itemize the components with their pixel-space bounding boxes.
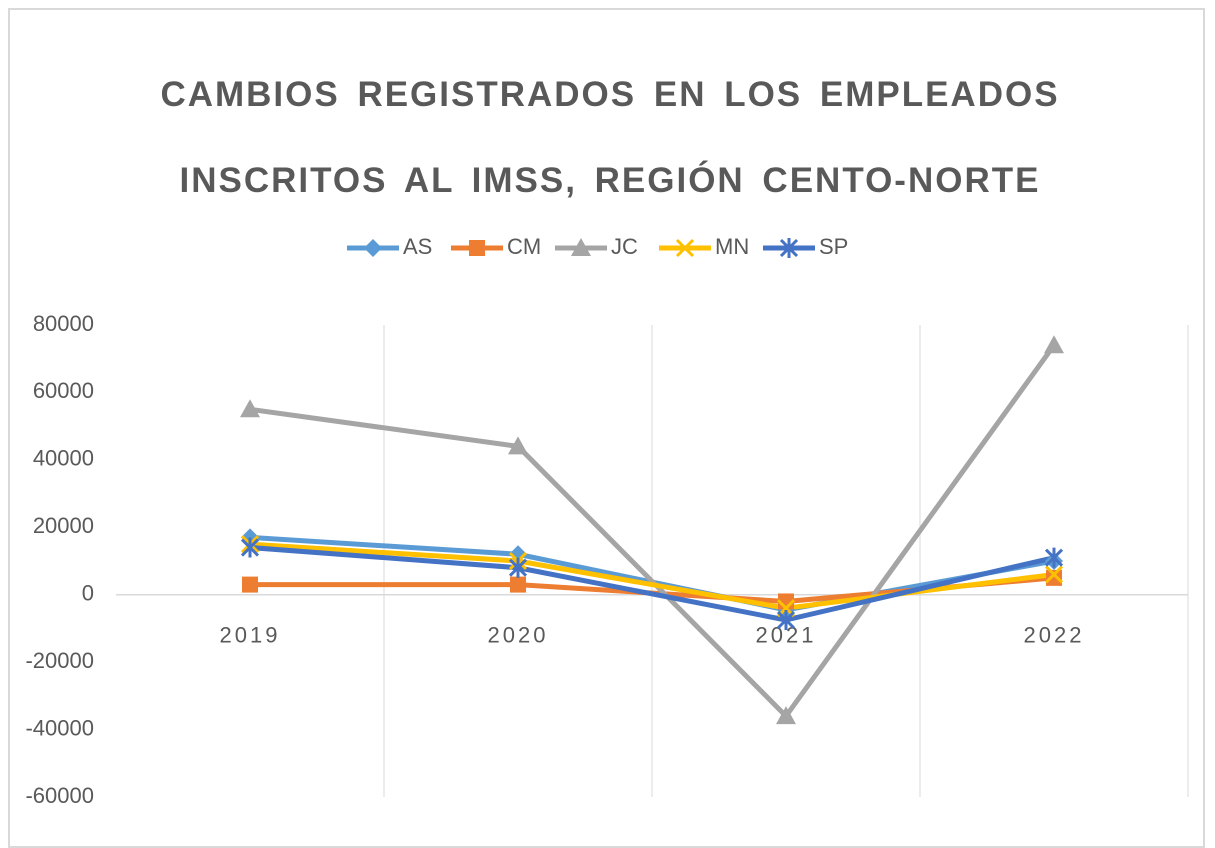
y-tick-label: 20000	[33, 513, 94, 538]
marker	[1044, 335, 1064, 354]
legend-label: MN	[715, 234, 749, 259]
legend-label: SP	[819, 234, 848, 259]
legend-label: CM	[507, 234, 541, 259]
marker	[571, 238, 591, 256]
marker	[776, 706, 796, 725]
marker	[1044, 547, 1064, 568]
y-tick-label: -40000	[25, 715, 94, 740]
marker	[779, 238, 799, 258]
y-tick-label: 80000	[33, 311, 94, 336]
y-tick-label: -20000	[25, 648, 94, 673]
x-tick-label: 2022	[1024, 623, 1085, 648]
y-tick-label: 0	[82, 581, 94, 606]
marker	[364, 239, 382, 257]
marker	[675, 238, 695, 258]
marker	[776, 610, 796, 630]
marker	[469, 240, 485, 256]
series-line	[249, 545, 1055, 623]
marker	[509, 545, 527, 564]
marker	[242, 576, 258, 593]
y-tick-label: 40000	[33, 446, 94, 471]
legend-label: JC	[611, 234, 638, 259]
series-line	[249, 343, 1057, 719]
x-tick-label: 2019	[220, 623, 281, 648]
y-tick-label: 60000	[33, 378, 94, 403]
chart-title: CAMBIOS REGISTRADOS EN LOS EMPLEADOS INS…	[160, 75, 1060, 200]
legend-label: AS	[403, 234, 432, 259]
marker	[508, 436, 528, 455]
y-tick-label: -60000	[25, 783, 94, 808]
marker	[510, 576, 526, 593]
marker	[240, 399, 260, 418]
marker	[1046, 569, 1062, 586]
marker	[1044, 565, 1064, 584]
x-tick-label: 2020	[488, 623, 549, 648]
marker	[508, 557, 528, 578]
marker	[240, 537, 260, 558]
